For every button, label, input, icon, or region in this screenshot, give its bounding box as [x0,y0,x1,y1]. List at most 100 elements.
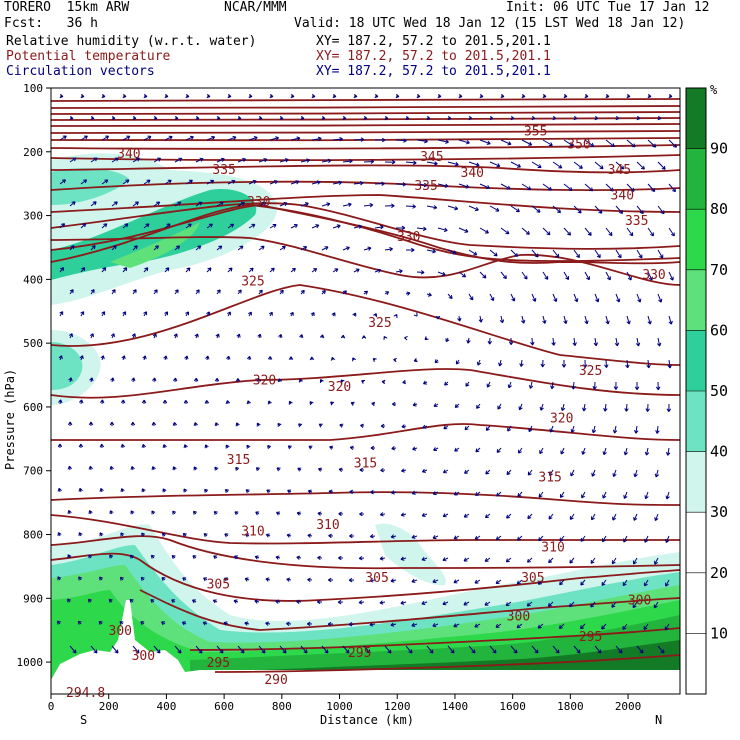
wind-vector [416,182,428,188]
wind-vector [584,183,594,192]
theta-contour-line [139,589,680,631]
wind-vector [603,403,608,412]
theta-label: 315 [354,456,377,471]
wind-vector [434,359,439,364]
wind-vector [267,400,272,405]
wind-vector [185,267,191,273]
wind-vector [458,183,470,189]
wind-vector [288,400,293,405]
wind-vector [289,311,294,317]
wind-vector [321,158,332,164]
wind-vector [257,333,262,339]
wind-vector [311,268,318,273]
wind-vector [667,359,672,369]
wind-vector [547,601,554,607]
wind-vector [316,599,323,605]
wind-vector [573,293,579,303]
wind-vector [560,447,565,455]
wind-vector [67,598,72,603]
wind-vector [161,532,166,537]
wind-vector [131,333,136,339]
wind-vector [340,379,345,384]
wind-vector [539,447,544,455]
wind-vector [245,489,250,494]
wind-vector [465,381,470,387]
wind-vector [57,576,62,581]
wind-vector [573,205,582,214]
wind-vector [400,512,407,517]
wind-vector [528,381,534,389]
wind-vector [563,271,570,281]
wind-vector [109,554,114,559]
wind-vector [615,293,621,303]
x-tick-label: 600 [214,700,234,713]
wind-vector [625,359,630,369]
wind-vector [447,161,459,167]
wind-vector [485,469,491,475]
theta-label: 300 [507,609,530,624]
wind-vector [584,139,595,147]
wind-vector [161,621,166,626]
wind-vector [216,157,225,163]
wind-vector [453,491,460,496]
wind-vector [474,623,481,628]
wind-vector [141,488,146,493]
theta-label: 310 [241,525,264,540]
wind-vector [384,115,389,121]
wind-vector [369,622,376,627]
wind-vector [510,161,521,168]
wind-vector [248,267,254,273]
x-axis-ticks: 0 200 400 600 800 1000 1200 1400 1600 1800 2000 [48,694,641,713]
wind-vector [90,645,98,654]
wind-vector [80,223,87,229]
wind-vector [319,334,325,339]
wind-vector [183,444,188,449]
x-axis-right-end: N [655,713,662,727]
wind-vector [442,513,449,518]
wind-vector [111,157,119,163]
x-axis-left-end: S [80,713,87,727]
theta-label: 330 [642,268,665,283]
wind-vector [549,469,554,477]
wind-vector [395,138,407,143]
theta-label: 305 [365,571,388,586]
wind-vector [352,357,357,362]
wind-vector [216,645,224,654]
wind-vector [644,491,649,500]
wind-vector [99,399,105,405]
wind-vector [258,201,267,207]
wind-vector [69,157,77,163]
wind-vector [349,533,355,539]
wind-vector [206,311,210,317]
wind-vector [484,513,491,519]
wind-vector [340,334,346,339]
wind-vector [426,205,438,210]
wind-vector [644,447,650,456]
wind-vector [119,620,124,625]
wind-vector [150,554,155,559]
wind-vector [468,161,480,167]
circulation-vectors [56,93,678,654]
wind-vector [300,202,309,207]
theta-label: 345 [420,150,443,165]
wind-vector [153,245,159,251]
wind-vector [611,557,617,565]
wind-vector [183,399,189,405]
wind-vector [468,249,478,256]
wind-vector [644,535,649,543]
wind-vector [174,289,179,295]
wind-vector [80,267,86,273]
wind-vector [433,447,439,452]
theta-label: 320 [328,380,351,395]
wind-vector [307,577,313,583]
wind-vector [255,511,260,516]
wind-vector [342,158,353,164]
wind-vector [275,511,281,516]
y-tick-label: 600 [23,401,43,414]
wind-vector [584,315,589,325]
wind-vector [57,443,63,449]
theta-label: 300 [628,594,651,609]
wind-vector [363,115,368,121]
wind-vector [223,577,229,582]
y-axis-ticks: 100 200 300 400 500 600 700 800 900 1000 [17,82,51,669]
